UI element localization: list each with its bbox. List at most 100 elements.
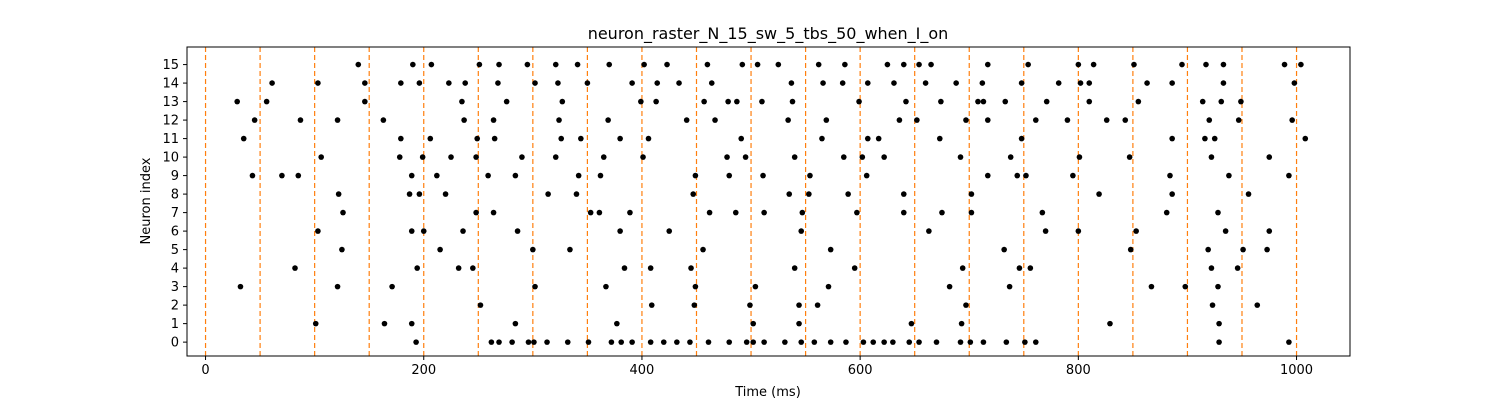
spike-point — [1291, 80, 1298, 86]
spike-point — [605, 117, 611, 123]
spike-point — [398, 135, 404, 142]
spike-point — [410, 61, 416, 68]
spike-point — [1199, 98, 1206, 105]
spike-point — [1254, 302, 1261, 308]
spike-point — [788, 80, 795, 86]
spike-point — [555, 80, 561, 86]
spike-point — [627, 209, 633, 216]
spike-point — [488, 339, 495, 345]
spike-point — [1131, 61, 1137, 68]
spike-point — [530, 246, 536, 253]
y-tick-label: 5 — [171, 243, 179, 258]
spike-point — [597, 172, 604, 179]
spike-point — [420, 228, 427, 234]
spike-point — [1025, 61, 1031, 68]
spike-point — [427, 135, 434, 142]
spike-point — [1179, 61, 1185, 68]
spike-point — [1076, 154, 1083, 160]
spike-point — [946, 283, 953, 290]
spike-point — [692, 283, 699, 290]
spike-point — [799, 209, 806, 216]
spike-point — [752, 283, 759, 290]
spike-point — [559, 98, 566, 105]
spike-point — [864, 80, 871, 86]
spike-point — [531, 339, 537, 345]
y-tick-label: 7 — [171, 206, 179, 221]
spike-point — [398, 80, 404, 86]
spike-point — [1206, 117, 1213, 123]
y-tick-label: 14 — [162, 77, 179, 92]
spike-point — [1216, 339, 1222, 345]
spike-point — [1226, 172, 1232, 179]
spike-point — [851, 265, 858, 271]
spike-point — [916, 339, 922, 345]
spike-point — [617, 135, 623, 142]
spike-point — [875, 135, 882, 142]
spike-point — [1238, 98, 1244, 105]
spike-point — [339, 246, 345, 253]
spike-point — [666, 228, 673, 234]
spike-point — [653, 98, 659, 105]
spike-point — [827, 246, 834, 253]
spike-point — [1286, 172, 1292, 179]
spike-point — [1167, 172, 1173, 179]
spike-point — [567, 246, 573, 253]
spike-point — [428, 61, 435, 68]
spike-markers — [234, 61, 1309, 345]
spike-point — [1144, 80, 1150, 86]
spike-point — [1086, 98, 1093, 105]
spike-point — [968, 209, 975, 216]
spike-point — [881, 339, 887, 345]
spike-point — [1205, 246, 1211, 253]
spike-point — [587, 209, 594, 216]
spike-point — [355, 61, 362, 68]
spike-point — [928, 61, 934, 68]
spike-point — [933, 339, 940, 345]
spike-point — [249, 172, 256, 179]
spike-point — [618, 339, 625, 345]
spike-point — [959, 265, 966, 271]
spike-point — [460, 228, 466, 234]
spike-point — [477, 302, 484, 308]
spike-point — [362, 98, 368, 105]
spike-point — [984, 117, 991, 123]
spike-point — [825, 283, 832, 290]
spike-point — [519, 154, 525, 160]
spike-point — [845, 191, 851, 197]
spike-point — [490, 209, 497, 216]
spike-point — [739, 61, 746, 68]
spike-point — [442, 191, 449, 197]
spike-point — [1202, 135, 1208, 142]
spike-point — [724, 154, 730, 160]
y-tick-label: 8 — [171, 188, 179, 203]
spike-point — [926, 228, 932, 234]
spike-point — [980, 98, 987, 105]
spike-point — [1003, 339, 1010, 345]
y-tick-label: 10 — [162, 151, 179, 166]
spike-point — [292, 265, 298, 271]
spike-point — [660, 339, 667, 345]
x-axis: 0 200 400 600 800 1000 — [201, 356, 1313, 378]
spike-point — [448, 154, 454, 160]
chart-title: neuron_raster_N_15_sw_5_tbs_50_when_I_on — [588, 24, 949, 44]
spike-point — [811, 339, 818, 345]
spike-point — [881, 154, 887, 160]
spike-point — [856, 98, 862, 105]
spike-point — [408, 172, 415, 179]
spike-point — [491, 135, 498, 142]
spike-point — [596, 209, 603, 216]
spike-point — [1220, 61, 1227, 68]
y-tick-label: 12 — [162, 114, 179, 129]
spike-point — [629, 80, 635, 86]
spike-point — [606, 61, 613, 68]
spike-point — [473, 209, 479, 216]
spike-point — [556, 117, 562, 123]
spike-point — [796, 302, 802, 308]
spike-point — [798, 339, 805, 345]
spike-point — [732, 209, 739, 216]
spike-point — [509, 339, 515, 345]
spike-point — [414, 265, 420, 271]
spike-point — [621, 265, 628, 271]
y-tick-label: 3 — [171, 280, 179, 295]
